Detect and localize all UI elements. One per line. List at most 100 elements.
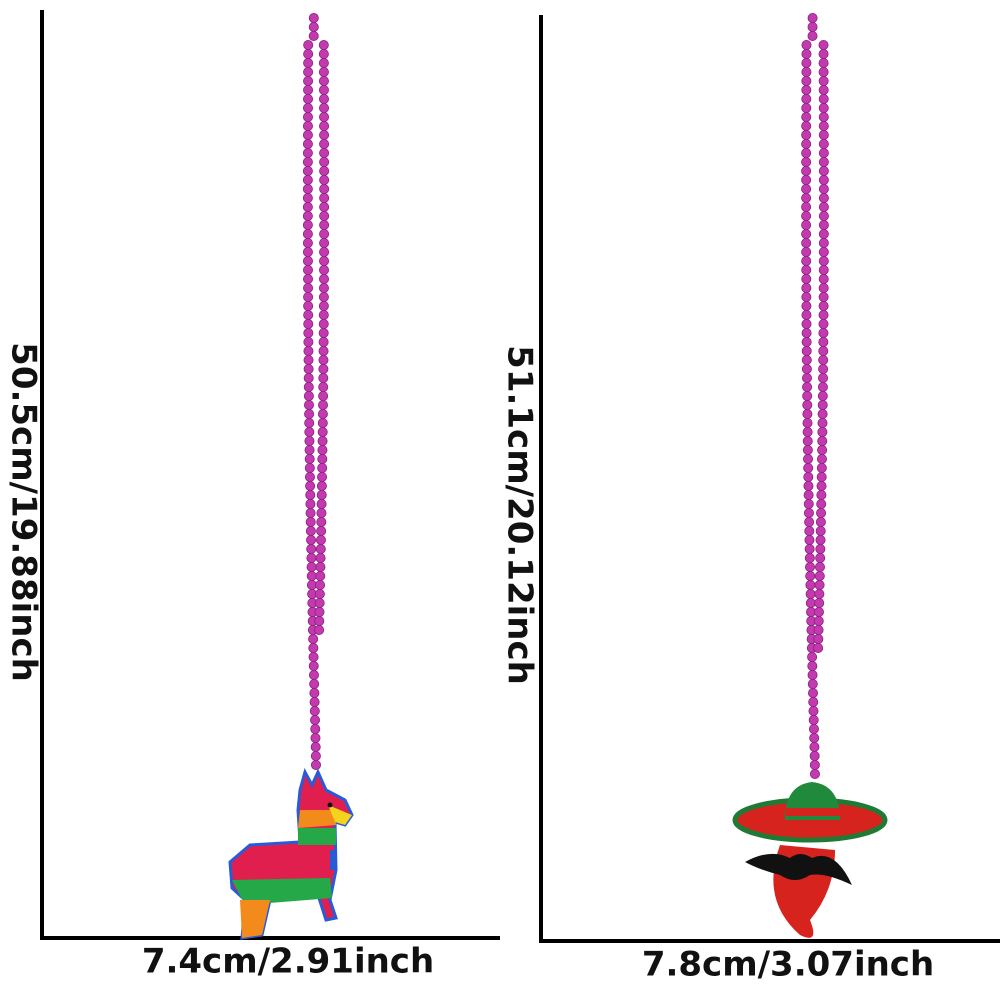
bead [801, 282, 812, 293]
bead [814, 580, 825, 591]
bead [305, 517, 316, 528]
bead [801, 156, 812, 167]
bead [801, 228, 812, 239]
bead [807, 12, 818, 23]
bead [317, 444, 328, 455]
bead [818, 246, 829, 257]
bead [813, 616, 824, 627]
bead [818, 264, 829, 275]
bead [816, 498, 827, 509]
bead [818, 183, 829, 194]
bead [303, 273, 314, 284]
bead [309, 697, 320, 708]
mustache [745, 853, 852, 885]
bead [818, 201, 829, 212]
bead [818, 192, 829, 203]
bead [817, 435, 828, 446]
bead [807, 652, 818, 663]
bead [305, 480, 316, 491]
bead [318, 345, 329, 356]
bead [303, 327, 314, 338]
bead [817, 390, 828, 401]
bead [817, 399, 828, 410]
bead [319, 264, 330, 275]
bead [308, 661, 319, 672]
bead [801, 121, 812, 132]
bead [818, 156, 829, 167]
bead [306, 544, 317, 555]
bead [305, 526, 316, 537]
bead [310, 742, 321, 753]
bead [817, 417, 828, 428]
bead [802, 399, 813, 410]
bead [303, 318, 314, 329]
bead [801, 58, 812, 69]
bead [302, 219, 313, 230]
bead [801, 363, 812, 374]
bead [814, 571, 825, 582]
bead [818, 318, 829, 329]
bead [801, 255, 812, 266]
bead [803, 453, 814, 464]
bead [317, 426, 328, 437]
bead [318, 40, 329, 51]
bead [801, 85, 812, 96]
bead [801, 210, 812, 221]
stripe [298, 828, 336, 845]
bead [303, 354, 314, 365]
bead [318, 399, 329, 410]
bead [818, 40, 829, 51]
bead [802, 408, 813, 419]
bead [303, 291, 314, 302]
bead [816, 480, 827, 491]
bead [809, 742, 820, 753]
bead [801, 165, 812, 176]
bead [816, 489, 827, 500]
stripe [240, 900, 270, 938]
bead-chains [302, 12, 829, 780]
bead [302, 112, 313, 123]
bead [801, 219, 812, 230]
bead [801, 174, 812, 185]
bead [304, 444, 315, 455]
bead [801, 336, 812, 347]
bead [813, 625, 824, 636]
bead [318, 273, 329, 284]
bead [808, 724, 819, 735]
bead [802, 426, 813, 437]
bead [306, 562, 317, 573]
bead [818, 309, 829, 320]
bead [801, 354, 812, 365]
bead [314, 598, 325, 609]
bead [319, 246, 330, 257]
bead [808, 688, 819, 699]
bead [801, 183, 812, 194]
bead [801, 103, 812, 114]
bead [815, 526, 826, 537]
bead [816, 471, 827, 482]
bead [801, 201, 812, 212]
bead [318, 67, 329, 78]
bead [303, 363, 314, 374]
bead [814, 589, 825, 600]
bead [801, 138, 812, 149]
bead [801, 147, 812, 158]
bead [319, 138, 330, 149]
bead [318, 300, 329, 311]
bead [807, 21, 818, 32]
bead [316, 498, 327, 509]
bead [316, 507, 327, 518]
bead [303, 76, 314, 87]
bead [308, 12, 319, 23]
bead [802, 381, 813, 392]
bead [801, 192, 812, 203]
bead [801, 291, 812, 302]
bead [809, 733, 820, 744]
bead [303, 390, 314, 401]
bead [801, 94, 812, 105]
bead [319, 192, 330, 203]
bead [318, 58, 329, 69]
stripe [330, 850, 336, 870]
bead [814, 598, 825, 609]
bead [303, 49, 314, 60]
